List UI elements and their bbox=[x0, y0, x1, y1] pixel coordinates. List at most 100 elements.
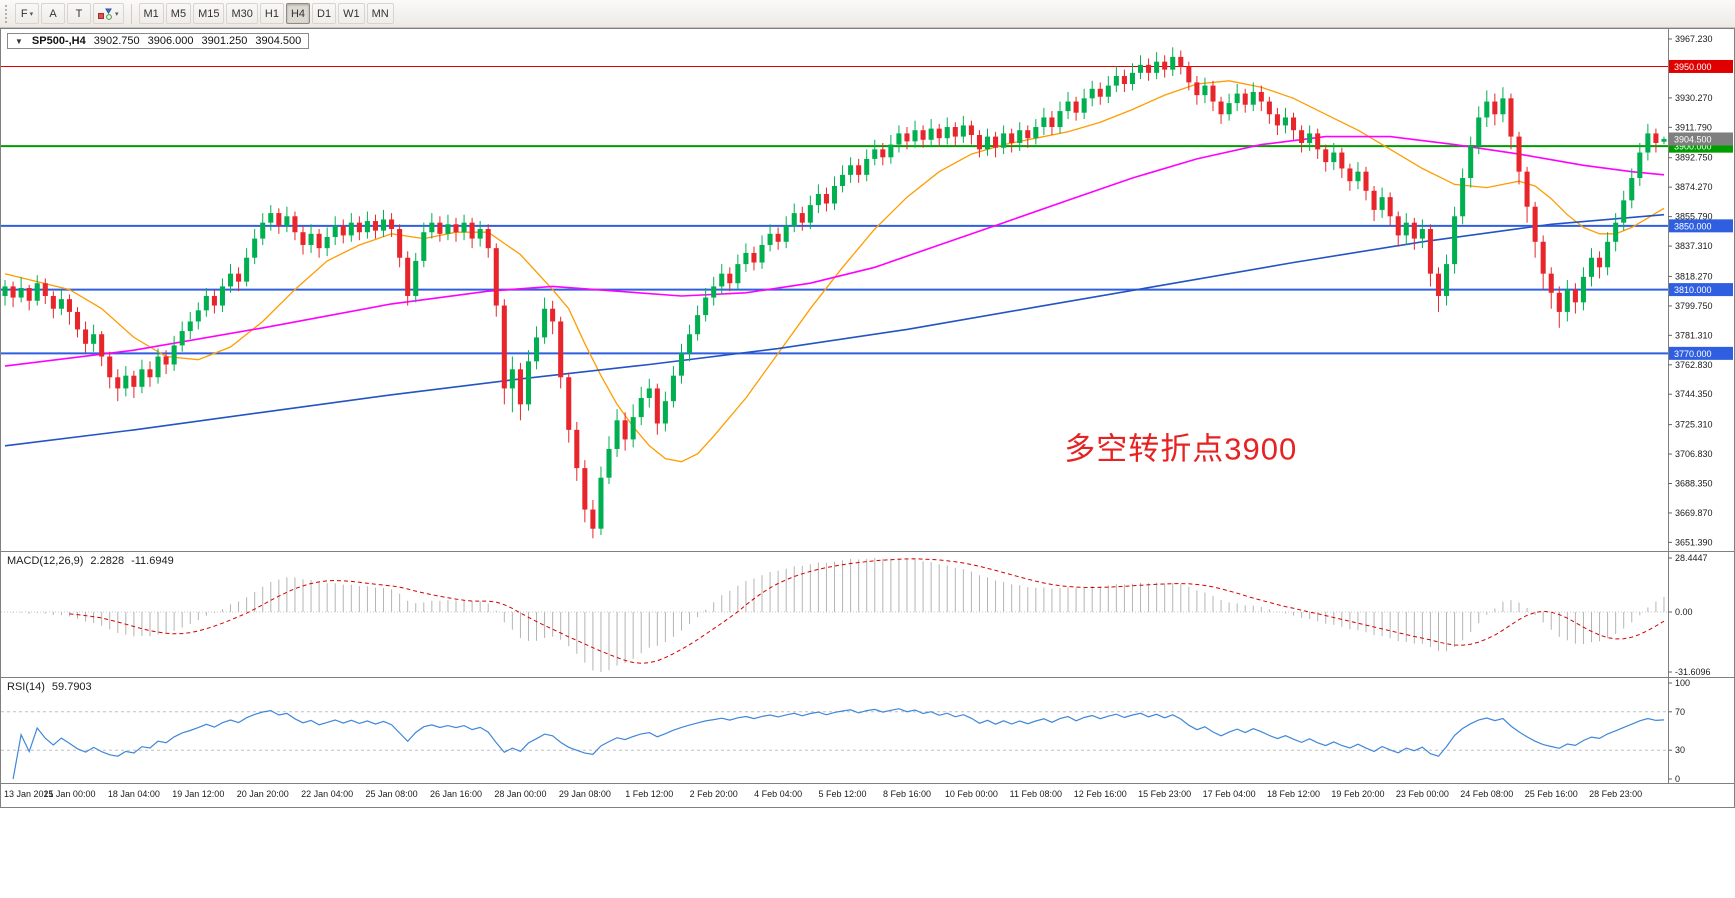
price-badge: 3770.000 bbox=[1669, 346, 1733, 360]
fast-ma-line[interactable] bbox=[4, 80, 1665, 463]
toolbar-grip[interactable] bbox=[5, 4, 9, 23]
time-axis-label: 25 Jan 08:00 bbox=[365, 789, 418, 799]
price-pane[interactable]: ▼ SP500-,H4 3902.750 3906.000 3901.250 3… bbox=[1, 29, 1734, 551]
svg-text:3706.830: 3706.830 bbox=[1675, 449, 1713, 459]
timeframe-button-w1[interactable]: W1 bbox=[338, 3, 365, 24]
time-axis-label: 28 Jan 00:00 bbox=[494, 789, 547, 799]
timeframe-button-m30[interactable]: M30 bbox=[226, 3, 258, 24]
time-axis-label: 19 Feb 20:00 bbox=[1331, 789, 1385, 799]
text-tool-button[interactable]: A bbox=[41, 3, 65, 24]
time-axis-label: 15 Jan 00:00 bbox=[43, 789, 96, 799]
time-axis-label: 10 Feb 00:00 bbox=[944, 789, 998, 799]
time-axis-label: 5 Feb 12:00 bbox=[818, 789, 867, 799]
ohlc-high: 3906.000 bbox=[147, 35, 194, 47]
time-axis-label: 2 Feb 20:00 bbox=[689, 789, 738, 799]
timeframe-button-mn[interactable]: MN bbox=[366, 3, 394, 24]
svg-text:3781.310: 3781.310 bbox=[1675, 330, 1713, 340]
time-axis-label: 26 Jan 16:00 bbox=[429, 789, 483, 799]
svg-text:28.4447: 28.4447 bbox=[1675, 553, 1708, 563]
rsi-value: 59.7903 bbox=[51, 681, 92, 693]
svg-text:100: 100 bbox=[1675, 678, 1690, 688]
svg-text:3725.310: 3725.310 bbox=[1675, 420, 1713, 430]
price-chart-canvas[interactable]: 3967.230 3930.270 3911.790 3892.750 3874.270… bbox=[1, 29, 1734, 551]
svg-text:3855.790: 3855.790 bbox=[1675, 212, 1713, 222]
timeframe-button-m1[interactable]: M1 bbox=[138, 3, 164, 24]
timeframe-button-h4[interactable]: H4 bbox=[285, 3, 311, 24]
time-axis-label: 11 Feb 08:00 bbox=[1009, 789, 1063, 799]
text-label-tool-button[interactable]: T bbox=[67, 3, 91, 24]
svg-text:-31.6096: -31.6096 bbox=[1675, 667, 1711, 677]
time-axis-label: 4 Feb 04:00 bbox=[754, 789, 803, 799]
svg-text:3762.830: 3762.830 bbox=[1675, 360, 1713, 370]
svg-text:3904.500: 3904.500 bbox=[1674, 134, 1712, 144]
time-axis-label: 22 Jan 04:00 bbox=[301, 789, 354, 799]
timeframe-button-d1[interactable]: D1 bbox=[312, 3, 337, 24]
timeframe-group: M1 M5 M15 M30 H1 H4 D1 W1 MN bbox=[138, 3, 394, 24]
svg-text:3810.000: 3810.000 bbox=[1674, 285, 1712, 295]
svg-text:3850.000: 3850.000 bbox=[1674, 221, 1712, 231]
candles[interactable] bbox=[2, 47, 1667, 539]
toolbar-separator bbox=[130, 3, 132, 24]
price-badge: 3904.500 bbox=[1669, 132, 1733, 146]
svg-text:70: 70 bbox=[1675, 707, 1685, 717]
time-axis-label: 23 Feb 00:00 bbox=[1395, 789, 1449, 799]
mid-ma-line[interactable] bbox=[4, 135, 1665, 367]
toolbar: F ▾ A T ▾ M1 M5 M15 M30 H1 H4 D1 W1 MN bbox=[0, 0, 1735, 28]
time-axis-label: 12 Feb 16:00 bbox=[1073, 789, 1127, 799]
time-axis-label: 8 Feb 16:00 bbox=[882, 789, 931, 799]
symbol-info-box: ▼ SP500-,H4 3902.750 3906.000 3901.250 3… bbox=[7, 33, 310, 49]
rsi-name: RSI(14) bbox=[7, 681, 45, 693]
time-axis-label: 1 Feb 12:00 bbox=[625, 789, 674, 799]
rsi-axis[interactable]: 100 70 30 0 bbox=[1668, 678, 1690, 783]
svg-text:3688.350: 3688.350 bbox=[1675, 478, 1713, 488]
ohlc-open: 3902.750 bbox=[93, 35, 140, 47]
macd-label: MACD(12,26,9) 2.2828 -11.6949 bbox=[7, 555, 174, 567]
rsi-canvas[interactable]: 100 70 30 0 bbox=[1, 678, 1734, 783]
time-axis-label: 25 Feb 16:00 bbox=[1524, 789, 1578, 799]
svg-text:3837.310: 3837.310 bbox=[1675, 241, 1713, 251]
time-axis-label: 24 Feb 08:00 bbox=[1460, 789, 1514, 799]
price-badge: 3810.000 bbox=[1669, 283, 1733, 297]
symbol-name: SP500-,H4 bbox=[31, 35, 86, 47]
time-axis-label: 17 Feb 04:00 bbox=[1202, 789, 1256, 799]
chart-annotation[interactable]: 多空转折点3900 bbox=[1064, 431, 1298, 467]
svg-text:3930.270: 3930.270 bbox=[1675, 93, 1713, 103]
time-axis-label: 28 Feb 23:00 bbox=[1589, 789, 1643, 799]
svg-text:3892.750: 3892.750 bbox=[1675, 153, 1713, 163]
svg-text:3651.390: 3651.390 bbox=[1675, 537, 1713, 547]
svg-text:3770.000: 3770.000 bbox=[1674, 349, 1712, 359]
macd-name: MACD(12,26,9) bbox=[7, 555, 84, 567]
macd-pane[interactable]: MACD(12,26,9) 2.2828 -11.6949 28.4447 0.0… bbox=[1, 551, 1734, 677]
rsi-pane[interactable]: RSI(14) 59.7903 100 70 30 0 bbox=[1, 677, 1734, 783]
time-axis-label: 13 Jan 2021 bbox=[4, 789, 54, 799]
slow-ma-line[interactable] bbox=[4, 213, 1665, 447]
ohlc-low: 3901.250 bbox=[201, 35, 248, 47]
price-badge: 3850.000 bbox=[1669, 219, 1733, 233]
rsi-line bbox=[12, 708, 1665, 780]
caret-down-icon: ▾ bbox=[29, 10, 34, 18]
macd-axis[interactable]: 28.4447 0.00 -31.6096 bbox=[1668, 553, 1711, 677]
time-axis[interactable]: 13 Jan 2021 15 Jan 00:00 18 Jan 04:00 19 Ja… bbox=[1, 783, 1734, 805]
svg-text:3900.000: 3900.000 bbox=[1674, 142, 1712, 152]
svg-text:0: 0 bbox=[1675, 774, 1680, 783]
time-axis-label: 18 Feb 12:00 bbox=[1266, 789, 1321, 799]
rsi-label: RSI(14) 59.7903 bbox=[7, 681, 92, 693]
price-badge: 3950.000 bbox=[1669, 59, 1733, 73]
timeframe-button-m15[interactable]: M15 bbox=[193, 3, 225, 24]
macd-value-main: 2.2828 bbox=[90, 555, 125, 567]
caret-down-icon: ▾ bbox=[115, 10, 119, 18]
toolbar-button-f[interactable]: F ▾ bbox=[15, 3, 39, 24]
macd-value-signal: -11.6949 bbox=[131, 555, 174, 567]
toolbar-button-f-label: F bbox=[20, 7, 28, 20]
macd-canvas[interactable]: 28.4447 0.00 -31.6096 bbox=[1, 552, 1734, 677]
svg-text:3818.270: 3818.270 bbox=[1675, 271, 1713, 281]
shapes-tool-button[interactable]: ▾ bbox=[93, 3, 124, 24]
time-axis-label: 18 Jan 04:00 bbox=[107, 789, 160, 799]
price-axis[interactable]: 3967.230 3930.270 3911.790 3892.750 3874.270… bbox=[1668, 29, 1713, 551]
time-axis-label: 29 Jan 08:00 bbox=[558, 789, 611, 799]
svg-text:30: 30 bbox=[1675, 745, 1685, 755]
timeframe-button-m5[interactable]: M5 bbox=[165, 3, 192, 24]
one-click-expand-icon[interactable]: ▼ bbox=[15, 36, 23, 46]
shapes-icon bbox=[98, 8, 112, 20]
timeframe-button-h1[interactable]: H1 bbox=[259, 3, 284, 24]
